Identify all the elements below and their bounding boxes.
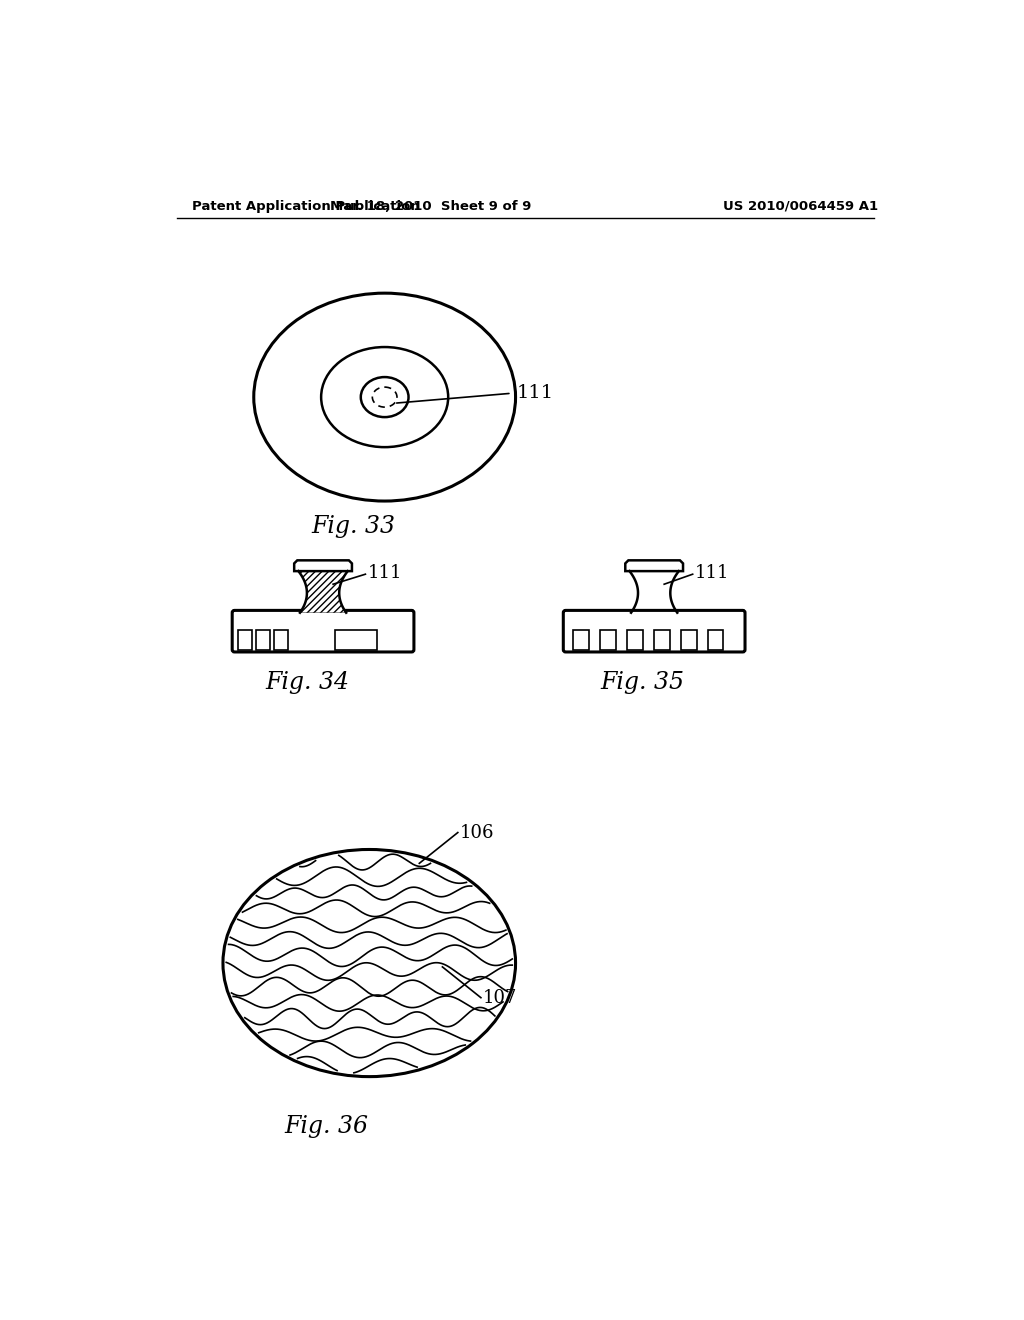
Text: 107: 107 bbox=[483, 989, 517, 1007]
Text: 106: 106 bbox=[460, 824, 495, 842]
Bar bbox=[628, 630, 643, 649]
Ellipse shape bbox=[360, 378, 409, 417]
Bar bbox=[273, 630, 288, 649]
Text: Patent Application Publication: Patent Application Publication bbox=[193, 199, 420, 213]
Text: Fig. 35: Fig. 35 bbox=[600, 671, 684, 693]
Bar bbox=[708, 630, 724, 649]
Polygon shape bbox=[294, 560, 352, 572]
Bar bbox=[654, 630, 670, 649]
Bar bbox=[239, 630, 252, 649]
Bar bbox=[573, 630, 589, 649]
Ellipse shape bbox=[322, 347, 449, 447]
Polygon shape bbox=[298, 572, 348, 612]
Ellipse shape bbox=[254, 293, 515, 502]
Text: Mar. 18, 2010  Sheet 9 of 9: Mar. 18, 2010 Sheet 9 of 9 bbox=[330, 199, 531, 213]
Bar bbox=[681, 630, 696, 649]
Text: US 2010/0064459 A1: US 2010/0064459 A1 bbox=[723, 199, 878, 213]
FancyBboxPatch shape bbox=[563, 610, 745, 652]
Text: 111: 111 bbox=[517, 384, 554, 403]
Bar bbox=[335, 630, 377, 649]
Bar bbox=[600, 630, 615, 649]
Bar bbox=[256, 630, 270, 649]
Text: 111: 111 bbox=[695, 564, 729, 582]
Ellipse shape bbox=[223, 850, 515, 1077]
Ellipse shape bbox=[373, 387, 397, 407]
Text: Fig. 36: Fig. 36 bbox=[285, 1115, 369, 1138]
FancyBboxPatch shape bbox=[232, 610, 414, 652]
Text: Fig. 34: Fig. 34 bbox=[265, 671, 349, 693]
Polygon shape bbox=[626, 560, 683, 572]
Text: 111: 111 bbox=[368, 564, 402, 582]
Text: Fig. 33: Fig. 33 bbox=[311, 515, 395, 539]
